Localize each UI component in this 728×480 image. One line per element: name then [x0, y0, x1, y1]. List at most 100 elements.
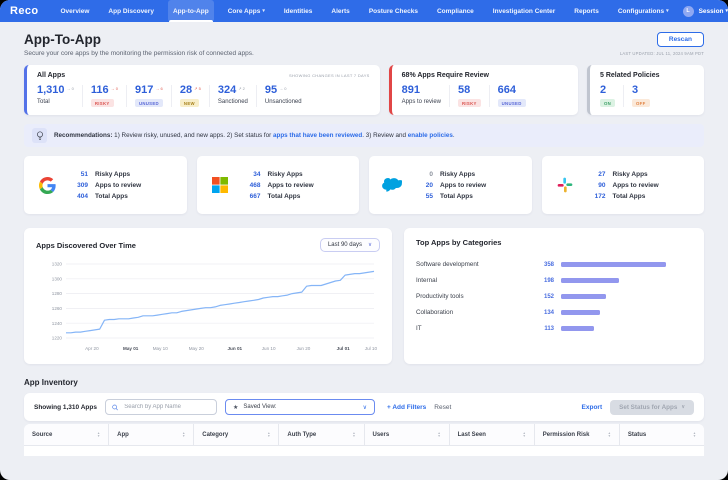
page-title: App-To-App — [24, 32, 254, 47]
slack-apps-card[interactable]: 27Risky Apps90Apps to review172Total App… — [542, 156, 705, 214]
category-bar — [561, 278, 619, 283]
stat-delta: → 0 — [111, 86, 118, 91]
table-body — [24, 446, 704, 456]
column-header-auth-type[interactable]: Auth Type▲▼ — [279, 424, 364, 445]
all-apps-card: All Apps SHOWING CHANGES IN LAST 7 DAYS … — [24, 65, 380, 115]
set-status-label: Set Status for Apps — [619, 404, 677, 411]
chevron-down-icon: ∨ — [368, 242, 372, 248]
stat-delta: → 0 — [67, 86, 74, 91]
vendor-stat-label: Total Apps — [440, 193, 473, 200]
date-range-dropdown[interactable]: Last 90 days ∨ — [320, 238, 380, 252]
nav-item-core-apps[interactable]: Core Apps▾ — [223, 0, 270, 22]
vendor-stat-value: 51 — [68, 171, 88, 178]
vendor-stat-label: Apps to review — [268, 182, 314, 189]
saved-view-dropdown[interactable]: ★ Saved View: ∨ — [225, 399, 375, 415]
stat-label: Apps to review — [402, 99, 441, 105]
apps-discovered-panel: Apps Discovered Over Time Last 90 days ∨… — [24, 228, 392, 364]
column-label: Last Seen — [458, 432, 486, 438]
sort-icon[interactable]: ▲▼ — [267, 432, 270, 438]
chevron-down-icon: ▾ — [666, 8, 669, 14]
stat-on: 2ON — [600, 85, 624, 107]
vendor-stat-value: 468 — [241, 182, 261, 189]
category-label: IT — [416, 325, 534, 332]
column-header-permission-risk[interactable]: Permission Risk▲▼ — [535, 424, 620, 445]
nav-item-configurations[interactable]: Configurations▾ — [613, 0, 674, 22]
vendor-stat-label: Total Apps — [95, 193, 128, 200]
recommendation-link[interactable]: enable policies — [408, 132, 453, 139]
salesforce-logo-icon — [381, 178, 403, 192]
nav-item-overview[interactable]: Overview — [56, 0, 95, 22]
stat-value: 58 — [458, 85, 470, 96]
vendor-stat-apps-to-review: 90Apps to review — [586, 182, 693, 189]
reco-logo[interactable]: Reco — [10, 5, 39, 17]
search-input[interactable] — [122, 403, 210, 411]
status-badge-risky: RISKY — [91, 99, 114, 107]
top-categories-panel: Top Apps by Categories Software developm… — [404, 228, 704, 364]
svg-text:May 20: May 20 — [189, 346, 205, 351]
vendor-stat-label: Risky Apps — [268, 171, 303, 178]
set-status-button[interactable]: Set Status for Apps ∨ — [610, 400, 694, 415]
main-nav: Overview App Discovery App-to-App Core Apps… — [56, 0, 674, 22]
chevron-down-icon: ∨ — [681, 404, 685, 410]
column-header-app[interactable]: App▲▼ — [109, 424, 194, 445]
all-apps-title: All Apps — [37, 72, 65, 79]
status-badge-unused: UNUSED — [498, 99, 526, 107]
stat-value: 664 — [498, 85, 516, 96]
sort-icon[interactable]: ▲▼ — [182, 432, 185, 438]
reset-button[interactable]: Reset — [434, 404, 451, 411]
recommendation-link[interactable]: apps that have been reviewed — [273, 132, 362, 139]
chevron-down-icon: ∨ — [363, 404, 367, 411]
nav-item-investigation-center[interactable]: Investigation Center — [488, 0, 560, 22]
sort-icon[interactable]: ▲▼ — [352, 432, 355, 438]
app-window: Reco Overview App Discovery App-to-App Core… — [0, 0, 728, 480]
svg-text:1220: 1220 — [52, 336, 63, 341]
inventory-section-title: App Inventory — [0, 364, 728, 393]
rescan-button[interactable]: Rescan — [657, 32, 704, 47]
column-header-users[interactable]: Users▲▼ — [365, 424, 450, 445]
category-row-productivity-tools: Productivity tools152 — [416, 293, 692, 300]
category-row-collaboration: Collaboration134 — [416, 309, 692, 316]
nav-item-alerts[interactable]: Alerts — [326, 0, 354, 22]
column-header-category[interactable]: Category▲▼ — [194, 424, 279, 445]
stat-delta: ↗ 2 — [238, 86, 245, 91]
export-button[interactable]: Export — [582, 404, 603, 411]
stat-value: 917 — [135, 85, 153, 96]
svg-text:May 10: May 10 — [153, 346, 169, 351]
nav-right: L Session ▾ ? — [683, 6, 728, 17]
user-avatar[interactable]: L — [683, 6, 694, 17]
google-apps-card[interactable]: 51Risky Apps309Apps to review404Total Ap… — [24, 156, 187, 214]
nav-item-compliance[interactable]: Compliance — [432, 0, 479, 22]
svg-text:1300: 1300 — [52, 276, 63, 281]
sort-icon[interactable]: ▲▼ — [437, 432, 440, 438]
column-header-source[interactable]: Source▲▼ — [24, 424, 109, 445]
sort-icon[interactable]: ▲▼ — [523, 432, 526, 438]
nav-item-app-discovery[interactable]: App Discovery — [103, 0, 159, 22]
stat-label: Sanctioned — [218, 99, 248, 105]
nav-item-app-to-app[interactable]: App-to-App — [168, 0, 214, 22]
app-search-box[interactable] — [105, 399, 217, 415]
stat-total: 1,310→ 0Total — [37, 85, 83, 107]
vendor-stat-total-apps: 404 Total Apps — [68, 193, 175, 200]
salesforce-apps-card[interactable]: 0Risky Apps20Apps to review55Total Apps — [369, 156, 532, 214]
svg-text:1260: 1260 — [52, 306, 63, 311]
add-filters-button[interactable]: + Add Filters — [387, 404, 426, 411]
sort-icon[interactable]: ▲▼ — [97, 432, 100, 438]
inventory-table: Source▲▼App▲▼Category▲▼Auth Type▲▼Users▲… — [24, 424, 704, 456]
stat-risky: 58RISKY — [450, 85, 490, 107]
vendor-stat-value: 404 — [68, 193, 88, 200]
nav-item-posture-checks[interactable]: Posture Checks — [364, 0, 423, 22]
svg-text:May 01: May 01 — [123, 346, 139, 351]
stat-new: 28↗ 5NEW — [172, 85, 210, 107]
session-menu[interactable]: Session ▾ — [699, 8, 728, 15]
microsoft-apps-card[interactable]: 34Risky Apps468Apps to review667Total Ap… — [197, 156, 360, 214]
column-header-status[interactable]: Status▲▼ — [620, 424, 704, 445]
sort-icon[interactable]: ▲▼ — [693, 432, 696, 438]
vendor-stat-label: Risky Apps — [613, 171, 648, 178]
column-header-last-seen[interactable]: Last Seen ▲▼ — [450, 424, 535, 445]
nav-item-identities[interactable]: Identities — [279, 0, 318, 22]
nav-item-reports[interactable]: Reports — [569, 0, 604, 22]
stat-delta: → 6 — [155, 86, 162, 91]
sort-icon[interactable]: ▲▼ — [608, 432, 611, 438]
vendor-stat-apps-to-review: 20Apps to review — [413, 182, 520, 189]
vendor-stat-value: 34 — [241, 171, 261, 178]
